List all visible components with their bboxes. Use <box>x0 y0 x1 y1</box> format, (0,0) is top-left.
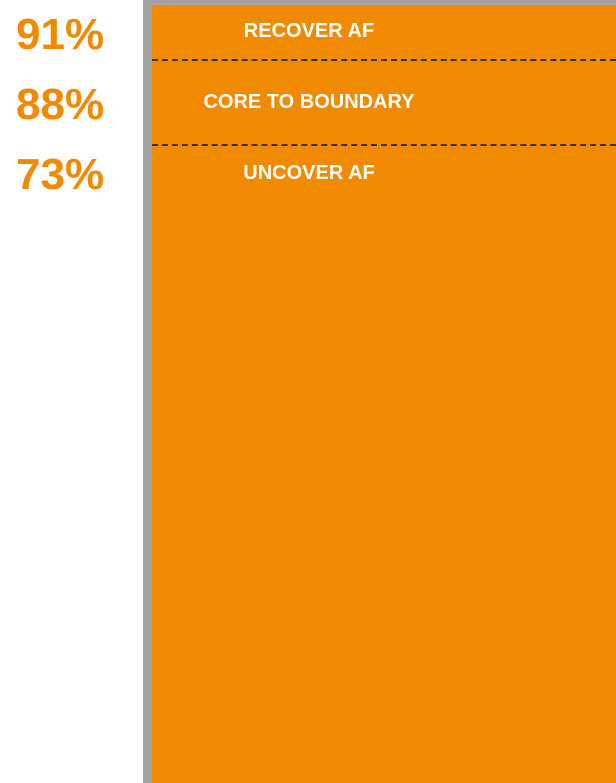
percent: 91% <box>16 10 105 59</box>
level-label: UNCOVER AF <box>243 162 375 184</box>
level-label: RECOVER AF <box>243 20 375 42</box>
percent: 73% <box>16 150 105 199</box>
divider <box>152 59 616 61</box>
level-label: CORE TO BOUNDARY <box>203 91 415 113</box>
panel-fill <box>152 5 616 783</box>
divider <box>152 144 616 146</box>
percent: 88% <box>16 80 105 129</box>
